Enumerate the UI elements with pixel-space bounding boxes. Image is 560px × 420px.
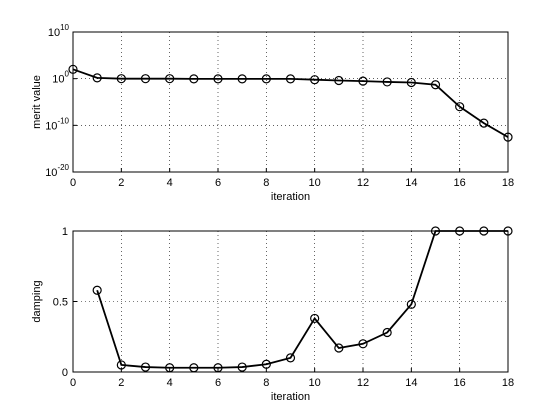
data-marker <box>358 76 368 86</box>
data-marker <box>455 102 465 112</box>
y-axis-label: merit value <box>31 75 43 129</box>
y-tick-label: 10-20 <box>45 163 69 179</box>
x-tick-label: 16 <box>454 377 466 389</box>
data-marker <box>213 363 223 373</box>
y-axis-label: damping <box>31 280 43 322</box>
data-marker <box>237 362 247 372</box>
data-marker <box>455 226 465 236</box>
x-tick-label: 4 <box>167 177 173 189</box>
y-tick-label: 1010 <box>48 23 70 39</box>
x-tick-label: 18 <box>502 377 514 389</box>
data-marker <box>165 363 175 373</box>
data-marker <box>406 77 416 88</box>
x-tick-label: 2 <box>118 177 124 189</box>
data-marker <box>382 327 392 338</box>
data-marker <box>358 339 368 349</box>
x-tick-label: 4 <box>167 377 173 389</box>
data-marker <box>334 343 344 353</box>
data-marker <box>140 362 151 372</box>
y-tick-label: 1 <box>62 226 68 238</box>
data-marker <box>68 64 78 74</box>
x-tick-label: 16 <box>454 177 466 189</box>
y-tick-label: 0.5 <box>53 297 68 309</box>
axes-frame <box>72 31 509 173</box>
data-marker <box>334 75 344 86</box>
x-tick-label: 12 <box>357 377 369 389</box>
data-marker <box>285 353 296 363</box>
data-marker <box>382 77 392 87</box>
data-marker <box>310 75 320 85</box>
x-tick-label: 6 <box>215 377 221 389</box>
y-tick-label: 100 <box>52 70 69 86</box>
x-tick-label: 10 <box>309 377 321 389</box>
x-tick-label: 0 <box>70 377 76 389</box>
x-tick-label: 14 <box>405 377 417 389</box>
data-marker <box>213 74 223 84</box>
data-marker <box>503 132 513 142</box>
x-axis-label: iteration <box>271 391 310 403</box>
data-marker <box>261 74 271 84</box>
data-line <box>72 68 509 138</box>
data-marker <box>189 74 199 84</box>
data-marker <box>285 74 296 84</box>
data-marker <box>189 363 199 373</box>
data-marker <box>116 360 126 370</box>
data-marker <box>92 285 102 295</box>
y-tick-label: 10-10 <box>45 116 69 132</box>
data-marker <box>503 226 513 236</box>
x-tick-label: 8 <box>263 177 269 189</box>
x-tick-label: 10 <box>309 177 321 189</box>
x-tick-label: 8 <box>263 377 269 389</box>
x-tick-label: 18 <box>502 177 514 189</box>
x-tick-label: 6 <box>215 177 221 189</box>
y-tick-label: 0 <box>62 367 68 379</box>
data-marker <box>430 80 441 90</box>
axes <box>73 231 508 372</box>
x-tick-label: 2 <box>118 377 124 389</box>
data-marker <box>165 74 175 84</box>
x-tick-label: 0 <box>70 177 76 189</box>
data-marker <box>116 74 126 84</box>
data-marker <box>479 226 489 236</box>
data-marker <box>310 313 320 324</box>
data-marker <box>430 226 441 236</box>
x-tick-label: 12 <box>357 177 369 189</box>
x-tick-label: 14 <box>405 177 417 189</box>
data-marker <box>92 73 102 83</box>
data-marker <box>479 118 489 128</box>
axes-frame <box>72 230 509 373</box>
x-axis-label: iteration <box>271 191 310 203</box>
axes <box>73 32 508 172</box>
data-marker <box>237 74 247 84</box>
data-marker <box>261 359 271 369</box>
data-marker <box>140 74 151 84</box>
data-marker <box>406 299 416 309</box>
